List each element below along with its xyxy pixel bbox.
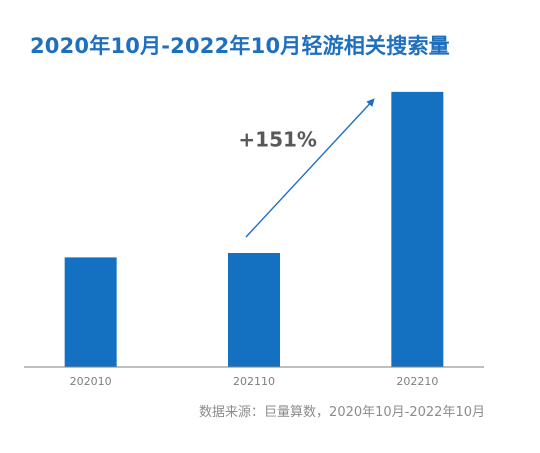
x-tick-label: 202110 — [233, 375, 275, 388]
chart-title: 2020年10月-2022年10月轻游相关搜索量 — [30, 34, 450, 58]
x-tick-label: 202010 — [70, 375, 112, 388]
x-tick-label: 202210 — [396, 375, 438, 388]
growth-annotation: +151% — [238, 127, 317, 151]
growth-arrow — [245, 98, 375, 238]
bar-202210 — [391, 91, 444, 367]
data-source-note: 数据来源：巨量算数，2020年10月-2022年10月 — [199, 405, 485, 420]
bar-202110 — [228, 253, 280, 367]
bar-202010 — [64, 257, 117, 367]
